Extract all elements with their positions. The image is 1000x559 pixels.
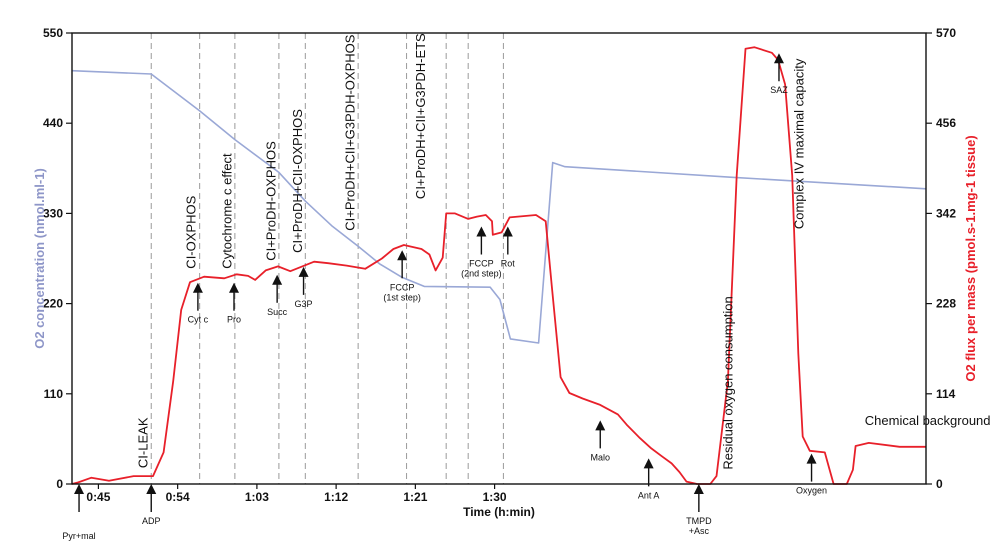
phase-label: CI+ProDH+CII-OXPHOS [290, 109, 305, 253]
x-tick-label: 0:45 [86, 490, 110, 504]
x-tick-label: 1:03 [245, 490, 269, 504]
phase-label: CI-LEAK [136, 417, 151, 468]
marker-arrow-head [192, 282, 203, 293]
phase-label: Chemical background [865, 413, 991, 428]
right-tick-label: 0 [936, 477, 943, 491]
x-tick-label: 1:12 [324, 490, 348, 504]
right-tick-label: 114 [936, 387, 956, 401]
marker-label: FCCP [469, 259, 494, 269]
o2-flux-line [71, 46, 926, 485]
left-tick-label: 110 [44, 387, 64, 401]
left-tick-label: 440 [43, 116, 63, 130]
x-tick-label: 1:21 [403, 490, 427, 504]
marker-sublabel: +Asc [689, 526, 710, 536]
x-axis-title: Time (h:min) [463, 505, 535, 519]
marker-arrow-head [595, 420, 606, 431]
marker-label: Rot [501, 259, 516, 269]
event-grid-lines [150, 33, 504, 484]
marker-arrow-head [693, 484, 704, 494]
marker-arrow-head [476, 226, 487, 237]
phase-label: Cytochrome c effect [219, 153, 234, 269]
marker-label: ADP [142, 516, 161, 526]
plot-frame [71, 32, 927, 485]
right-axis-title: O2 flux per mass (pmol.s-1.mg-1 tissue) [963, 135, 978, 381]
marker-arrow-head [397, 250, 408, 261]
marker-arrow-head [773, 53, 784, 64]
marker-label: Malo [590, 452, 610, 462]
marker-arrow-head [806, 453, 817, 464]
phase-label: CI+ProDH+CII+G3PDH-ETS [413, 33, 428, 199]
marker-label: Oxygen [796, 486, 827, 496]
marker-arrow-head [298, 266, 309, 277]
marker-arrow-head [502, 226, 513, 237]
marker-label: G3P [295, 299, 313, 309]
left-tick-label: 550 [43, 26, 63, 40]
marker-label: Succ [267, 307, 288, 317]
right-tick-label: 570 [936, 26, 956, 40]
right-tick-label: 342 [936, 206, 956, 220]
marker-label: Ant A [638, 490, 660, 500]
phase-label: Residual oxygen consumption [720, 296, 735, 469]
marker-arrow-head [146, 484, 157, 494]
marker-label: TMPD [686, 516, 712, 526]
left-tick-label: 0 [56, 477, 63, 491]
marker-arrow-head [643, 458, 654, 469]
marker-label: FCCP [390, 282, 415, 292]
phase-label: CI-OXPHOS [183, 195, 198, 268]
left-axis-title: O2 concentration (nmol.ml-1) [32, 168, 47, 349]
axes: 0 110 220 330 440 550 0 114 228 342 456 570 0:45 0:54… [32, 26, 978, 519]
marker-arrow-head [228, 282, 239, 293]
annotations: CI-LEAK CI-OXPHOS Cytochrome c effect CI+Pr… [62, 33, 990, 541]
left-tick-label: 330 [43, 206, 63, 220]
marker-sublabel: (2nd step) [461, 269, 502, 279]
marker-arrow-head [74, 484, 85, 494]
marker-label: SAZ [770, 85, 788, 95]
marker-label: Cyt c [188, 315, 209, 325]
right-tick-label: 228 [936, 297, 956, 311]
marker-label: Pro [227, 315, 241, 325]
marker-sublabel: (1st step) [383, 292, 421, 302]
phase-label: CI+ProDH-OXPHOS [263, 141, 278, 261]
x-tick-label: 1:30 [483, 490, 507, 504]
phase-label: CI+ProDH+CII+G3PDH-OXPHOS [343, 34, 358, 230]
x-tick-label: 0:54 [166, 490, 190, 504]
phase-label: Complex IV maximal capacity [792, 58, 807, 229]
marker-arrow-head [272, 274, 283, 285]
left-tick-label: 220 [43, 297, 63, 311]
right-tick-label: 456 [936, 116, 956, 130]
marker-label: Pyr+mal [62, 531, 95, 541]
